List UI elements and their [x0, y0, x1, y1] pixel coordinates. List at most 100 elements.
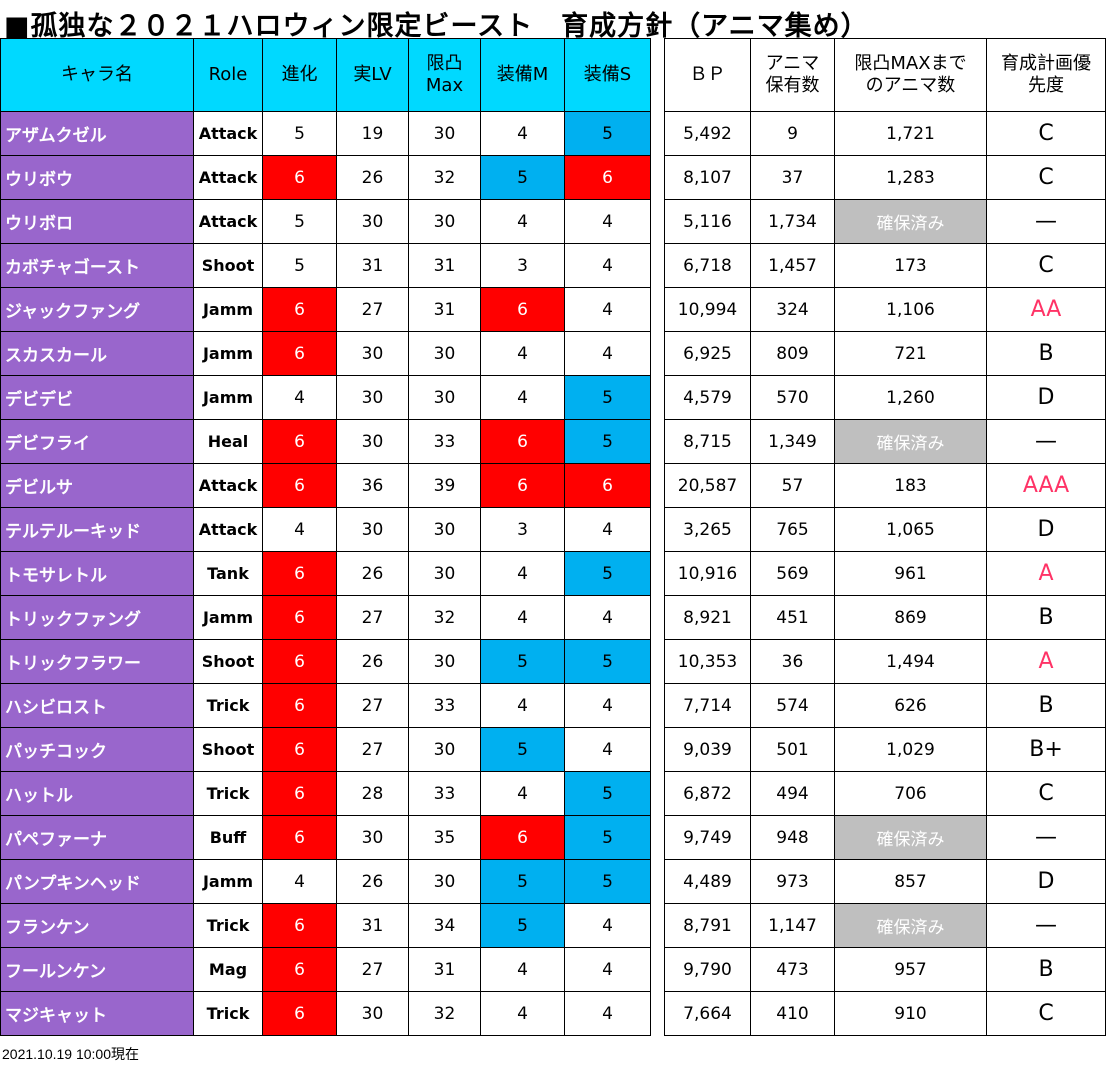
- evolution-cell: 4: [262, 859, 337, 904]
- table-row: テルテルーキッド Attack 4 30 30 3 4: [0, 507, 651, 552]
- equip-s-cell: 4: [564, 683, 651, 728]
- character-name: フランケン: [0, 903, 194, 948]
- priority-cell: —: [986, 199, 1106, 244]
- role-cell: Attack: [193, 463, 263, 508]
- priority-cell: C: [986, 111, 1106, 156]
- anima-needed-cell: 1,260: [834, 375, 987, 420]
- evolution-cell: 6: [262, 903, 337, 948]
- anima-needed-cell: 869: [834, 595, 987, 640]
- equip-s-cell: 5: [564, 859, 651, 904]
- role-cell: Tank: [193, 551, 263, 596]
- role-cell: Trick: [193, 683, 263, 728]
- table-row: 8,791 1,147 確保済み —: [664, 903, 1106, 948]
- anima-needed-cell: 1,283: [834, 155, 987, 200]
- role-cell: Heal: [193, 419, 263, 464]
- evolution-cell: 6: [262, 771, 337, 816]
- limit-max-cell: 39: [408, 463, 481, 508]
- level-cell: 26: [336, 551, 409, 596]
- level-cell: 30: [336, 199, 409, 244]
- character-name: デビフライ: [0, 419, 194, 464]
- column-header: ＢＰ: [664, 38, 751, 112]
- table-row: 5,492 9 1,721 C: [664, 111, 1106, 156]
- equip-m-cell: 4: [480, 111, 565, 156]
- priority-cell: C: [986, 771, 1106, 816]
- bp-cell: 5,492: [664, 111, 751, 156]
- equip-s-cell: 6: [564, 155, 651, 200]
- anima-needed-cell: 626: [834, 683, 987, 728]
- equip-m-cell: 6: [480, 815, 565, 860]
- character-name: パッチコック: [0, 727, 194, 772]
- equip-m-cell: 6: [480, 419, 565, 464]
- table-row: ハットル Trick 6 28 33 4 5: [0, 771, 651, 816]
- table-row: 8,921 451 869 B: [664, 595, 1106, 640]
- anima-owned-cell: 765: [750, 507, 835, 552]
- priority-cell: C: [986, 155, 1106, 200]
- equip-m-cell: 4: [480, 551, 565, 596]
- table-row: ジャックファング Jamm 6 27 31 6 4: [0, 287, 651, 332]
- limit-max-cell: 30: [408, 727, 481, 772]
- page-title: ■孤独な２０２１ハロウィン限定ビースト 育成方針（アニマ集め）: [4, 11, 869, 42]
- character-name: パペファーナ: [0, 815, 194, 860]
- equip-s-cell: 4: [564, 991, 651, 1036]
- table-row: 5,116 1,734 確保済み —: [664, 199, 1106, 244]
- limit-max-cell: 30: [408, 859, 481, 904]
- level-cell: 30: [336, 375, 409, 420]
- character-name: アザムクゼル: [0, 111, 194, 156]
- role-cell: Jamm: [193, 595, 263, 640]
- equip-s-cell: 6: [564, 463, 651, 508]
- role-cell: Attack: [193, 155, 263, 200]
- level-cell: 28: [336, 771, 409, 816]
- limit-max-cell: 30: [408, 639, 481, 684]
- table-row: 9,039 501 1,029 B+: [664, 727, 1106, 772]
- level-cell: 27: [336, 947, 409, 992]
- level-cell: 27: [336, 727, 409, 772]
- role-cell: Buff: [193, 815, 263, 860]
- bp-cell: 20,587: [664, 463, 751, 508]
- priority-cell: D: [986, 507, 1106, 552]
- level-cell: 26: [336, 639, 409, 684]
- table-row: トリックファング Jamm 6 27 32 4 4: [0, 595, 651, 640]
- character-name: トリックフラワー: [0, 639, 194, 684]
- limit-max-cell: 30: [408, 375, 481, 420]
- limit-max-cell: 33: [408, 419, 481, 464]
- bp-cell: 9,039: [664, 727, 751, 772]
- anima-needed-cell: 910: [834, 991, 987, 1036]
- priority-cell: —: [986, 815, 1106, 860]
- anima-owned-cell: 1,147: [750, 903, 835, 948]
- limit-max-cell: 33: [408, 683, 481, 728]
- table-row: 7,664 410 910 C: [664, 991, 1106, 1036]
- table-row: パペファーナ Buff 6 30 35 6 5: [0, 815, 651, 860]
- bp-cell: 6,872: [664, 771, 751, 816]
- priority-cell: B: [986, 683, 1106, 728]
- equip-m-cell: 4: [480, 375, 565, 420]
- anima-owned-cell: 451: [750, 595, 835, 640]
- equip-s-cell: 4: [564, 947, 651, 992]
- priority-cell: B: [986, 947, 1106, 992]
- column-header: 進化: [262, 38, 337, 112]
- table-row: ウリボウ Attack 6 26 32 5 6: [0, 155, 651, 200]
- anima-needed-cell: 857: [834, 859, 987, 904]
- anima-needed-cell: 706: [834, 771, 987, 816]
- character-name: トモサレトル: [0, 551, 194, 596]
- bp-cell: 7,714: [664, 683, 751, 728]
- role-cell: Mag: [193, 947, 263, 992]
- role-cell: Trick: [193, 771, 263, 816]
- role-cell: Shoot: [193, 639, 263, 684]
- bp-cell: 8,107: [664, 155, 751, 200]
- equip-m-cell: 4: [480, 991, 565, 1036]
- level-cell: 26: [336, 155, 409, 200]
- equip-m-cell: 6: [480, 463, 565, 508]
- evolution-cell: 6: [262, 947, 337, 992]
- character-name: テルテルーキッド: [0, 507, 194, 552]
- anima-owned-cell: 574: [750, 683, 835, 728]
- table-row: 6,718 1,457 173 C: [664, 243, 1106, 288]
- evolution-cell: 6: [262, 551, 337, 596]
- bp-cell: 9,749: [664, 815, 751, 860]
- evolution-cell: 6: [262, 155, 337, 200]
- priority-cell: D: [986, 859, 1106, 904]
- anima-needed-cell: 183: [834, 463, 987, 508]
- equip-m-cell: 5: [480, 903, 565, 948]
- role-cell: Attack: [193, 199, 263, 244]
- anima-owned-cell: 973: [750, 859, 835, 904]
- role-cell: Jamm: [193, 331, 263, 376]
